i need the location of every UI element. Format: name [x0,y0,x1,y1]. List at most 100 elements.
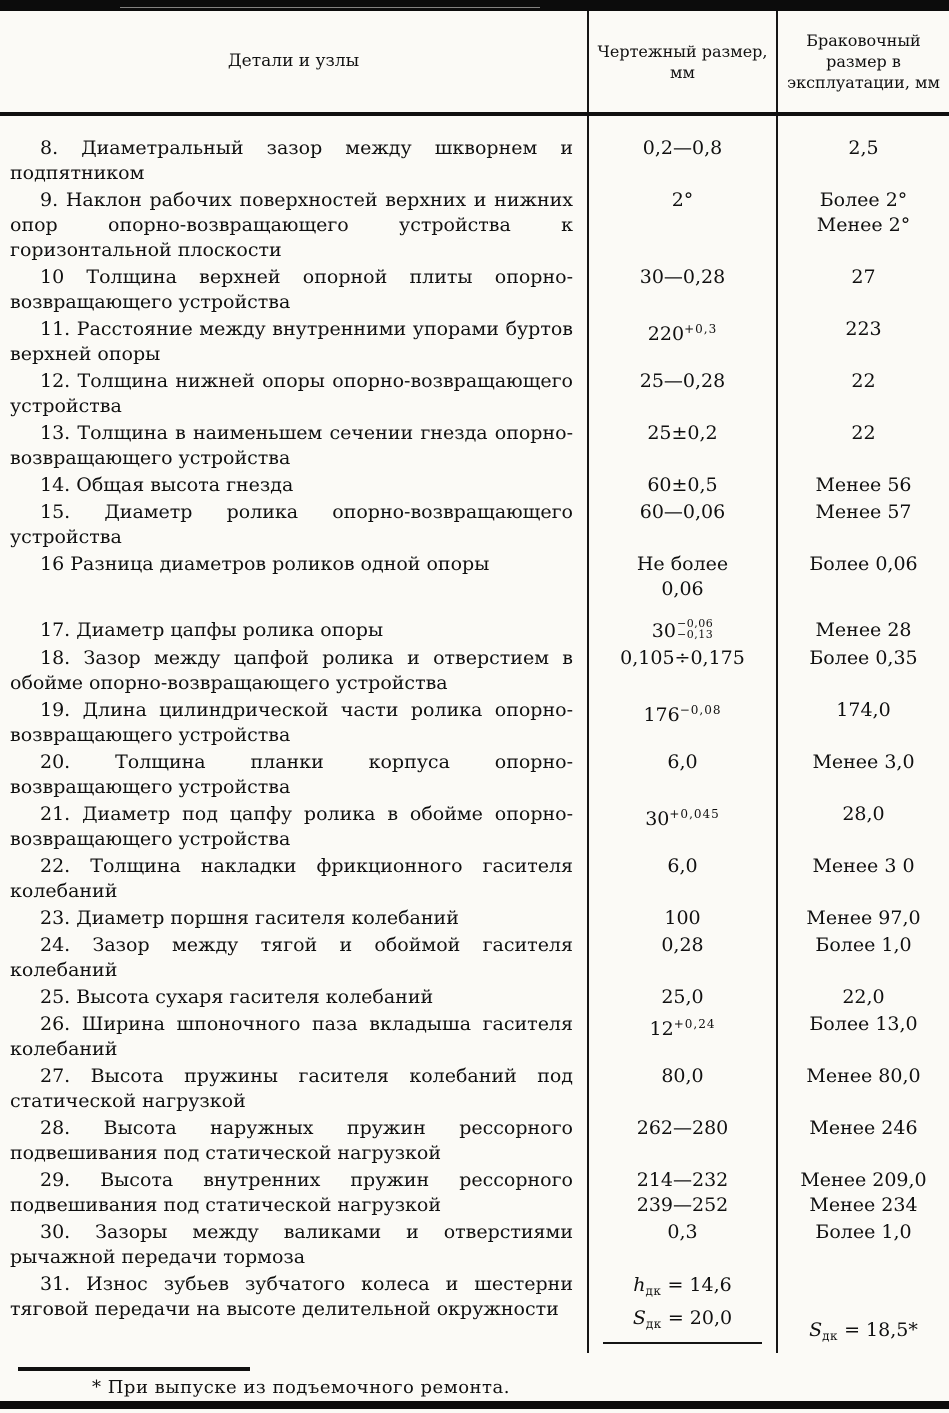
rejection-size-value: 27 [851,266,876,288]
drawing-size-value: 60—0,06 [639,501,726,523]
drawing-size-cell: 30 −0,06 −0,13 [587,617,777,646]
rejection-size-value: Sдк = 18,5* [809,1319,918,1343]
top-border-rule [0,0,949,11]
rejection-size-value: Менее 56 [815,474,912,496]
drawing-size-value: 220+0,3 [647,322,718,345]
drawing-size-value: 239—252 [636,1194,729,1216]
table-row: 31. Износ зубьев зубчатого колеса и шест… [0,1272,949,1353]
wear-limits-table-grid: Детали и узлы Чертежный размер, мм Брако… [0,11,949,1353]
drawing-size-cell: 12+0,24 [587,1012,777,1064]
drawing-size-value: 80,0 [661,1065,704,1087]
table-row: 20. Толщина планки корпуса опорно-возвра… [0,750,949,802]
drawing-size-cell: 60±0,5 [587,473,777,500]
drawing-size-cell: Не более 0,06 [587,552,777,618]
rejection-size-cell: 28,0 [776,802,949,854]
rejection-size-cell: Менее 3,0 [776,750,949,802]
rejection-size-value: Более 1,0 [815,1221,912,1243]
rejection-size-value: Менее 97,0 [806,907,921,929]
tolerance-stack: −0,06 −0,13 [676,617,714,641]
drawing-size-cell: 262—280 [587,1116,777,1168]
details-cell: 16 Разница диаметров роликов одной опоры [0,552,588,618]
table-row: 13. Толщина в наименьшем сечении гнезда … [0,421,949,473]
drawing-size-value: 25,0 [661,986,704,1008]
table-row: 19. Длина цилиндрической части ролика оп… [0,698,949,750]
rejection-size-cell: Менее 28 [776,618,949,646]
rejection-size-value: 28,0 [842,803,885,825]
header-details-column: Детали и узлы [0,11,588,116]
formula-symbol: h [633,1274,646,1296]
row-label: 21. Диаметр под цапфу ролика в обойме оп… [10,803,573,850]
rejection-size-cell: Менее 246 [776,1116,949,1168]
footnote-text: * При выпуске из подъемочного ремонта. [92,1377,510,1398]
row-label: 8. Диаметральный зазор между шкворнем и … [10,137,573,184]
tolerance-superscript: −0,08 [679,703,722,717]
rejection-size-cell: Более 1,0 [776,933,949,985]
rejection-size-value: Более 13,0 [809,1013,918,1035]
details-cell: 19. Длина цилиндрической части ролика оп… [0,698,588,750]
details-cell: 24. Зазор между тягой и обоймой гасителя… [0,933,588,985]
rejection-size-cell: Менее 209,0 Менее 234 [776,1168,949,1220]
rejection-size-cell: Более 2° Менее 2° [776,188,949,265]
drawing-size-cell: 0,2—0,8 [587,114,777,188]
row-label: 24. Зазор между тягой и обоймой гасителя… [10,934,573,981]
formula-symbol: S [809,1319,823,1341]
header-rejection-size-column: Браковочный размер в эксплуатации, мм [776,11,949,116]
drawing-size-cell: 30+0,045 [587,802,777,854]
rejection-size-value: Более 1,0 [815,934,912,956]
rejection-size-value: 22,0 [842,986,885,1008]
rejection-size-value: Менее 57 [815,501,912,523]
row-label: 29. Высота внутренних пружин рессорного … [10,1169,573,1216]
drawing-size-value: hдк = 14,6 [633,1274,732,1298]
drawing-size-cell: 0,28 [587,933,777,985]
rejection-size-value: 2,5 [848,137,879,159]
formula-subscript: дк [822,1329,839,1343]
details-cell: 31. Износ зубьев зубчатого колеса и шест… [0,1272,588,1353]
drawing-size-value: 0,06 [661,578,704,600]
rejection-size-cell: Менее 80,0 [776,1064,949,1116]
row-label: 11. Расстояние между внутренними упорами… [10,318,573,365]
table-row: 23. Диаметр поршня гасителя колебаний 100… [0,906,949,933]
drawing-size-cell: 2° [587,188,777,265]
drawing-size-value: 214—232 [636,1169,729,1191]
table-row: 14. Общая высота гнезда 60±0,5 Менее 56 [0,473,949,500]
rejection-size-value: Менее 3,0 [812,751,915,773]
table-row: 15. Диаметр ролика опорно-возвращающего … [0,500,949,552]
details-cell: 11. Расстояние между внутренними упорами… [0,317,588,369]
rejection-size-cell: Менее 57 [776,500,949,552]
details-cell: 26. Ширина шпоночного паза вкладыша гаси… [0,1012,588,1064]
drawing-size-value: 6,0 [667,751,698,773]
row-label: 27. Высота пружины гасителя колебаний по… [10,1065,573,1112]
row-label: 14. Общая высота гнезда [40,474,294,496]
rejection-size-value: 22 [851,370,876,392]
details-cell: 17. Диаметр цапфы ролика опоры [0,618,588,646]
drawing-size-cell: 60—0,06 [587,500,777,552]
table-row: 30. Зазоры между валиками и отверстиями … [0,1220,949,1272]
drawing-size-value: Не более [636,553,729,575]
table-row: 9. Наклон рабочих поверхностей верхних и… [0,188,949,265]
drawing-size-value: 12+0,24 [649,1017,716,1040]
details-cell: 18. Зазор между цапфой ролика и отверсти… [0,646,588,698]
rejection-size-value: Более 2° [819,189,908,211]
rejection-size-cell: Более 0,35 [776,646,949,698]
rejection-size-value: 174,0 [836,699,891,721]
table-row: 8. Диаметральный зазор между шкворнем и … [0,114,949,188]
header-drawing-size-column: Чертежный размер, мм [587,11,777,116]
details-cell: 21. Диаметр под цапфу ролика в обойме оп… [0,802,588,854]
details-cell: 8. Диаметральный зазор между шкворнем и … [0,114,588,188]
details-cell: 20. Толщина планки корпуса опорно-возвра… [0,750,588,802]
drawing-size-value: 0,105÷0,175 [620,647,745,669]
details-cell: 25. Высота сухаря гасителя колебаний [0,985,588,1012]
drawing-size-value: 25±0,2 [647,422,718,444]
drawing-size-value: 0,3 [667,1221,698,1243]
details-cell: 13. Толщина в наименьшем сечении гнезда … [0,421,588,473]
drawing-size-cell: 25±0,2 [587,421,777,473]
details-cell: 28. Высота наружных пружин рессорного по… [0,1116,588,1168]
drawing-size-value: 0,2—0,8 [642,137,723,159]
details-cell: 30. Зазоры между валиками и отверстиями … [0,1220,588,1272]
drawing-size-value: 30 −0,06 −0,13 [651,617,714,642]
rejection-size-cell: 22,0 [776,985,949,1012]
rejection-size-cell: 22 [776,421,949,473]
row-label: 22. Толщина накладки фрикционного гасите… [10,855,573,902]
row-label: 10 Толщина верхней опорной плиты опорно-… [10,266,573,313]
